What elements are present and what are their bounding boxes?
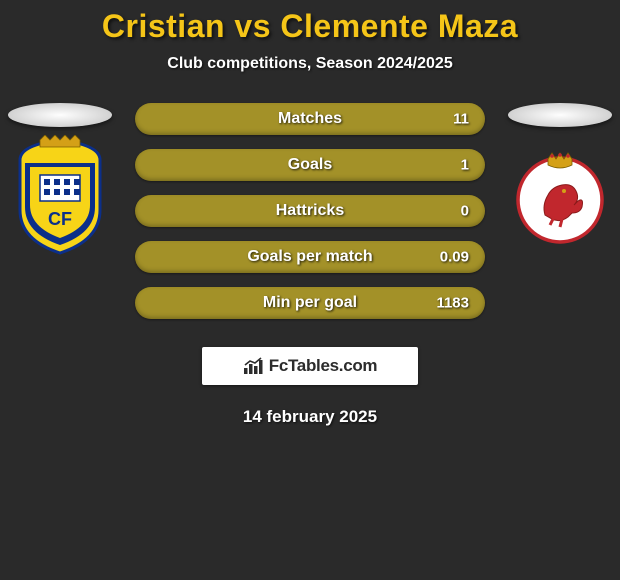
stat-value: 11: [453, 111, 469, 128]
stat-label: Goals per match: [247, 248, 372, 266]
left-team-crest: CF: [10, 145, 110, 245]
plate-shadow-left: [8, 103, 112, 127]
stat-bar-goals: Goals 1: [135, 149, 485, 181]
comparison-card: Cristian vs Clemente Maza Club competiti…: [0, 0, 620, 427]
stats-area: CF: [0, 103, 620, 323]
left-team: CF: [8, 103, 112, 245]
stat-bar-min-per-goal: Min per goal 1183: [135, 287, 485, 319]
date-label: 14 february 2025: [0, 407, 620, 427]
stat-label: Hattricks: [276, 202, 344, 220]
stat-bar-matches: Matches 11: [135, 103, 485, 135]
stat-bar-goals-per-match: Goals per match 0.09: [135, 241, 485, 273]
svg-text:CF: CF: [48, 209, 72, 229]
brand-text: FcTables.com: [269, 356, 378, 376]
stat-value: 0: [461, 203, 469, 220]
stat-bars: Matches 11 Goals 1 Hattricks 0 Goals per…: [135, 103, 485, 319]
plate-shadow-right: [508, 103, 612, 127]
stat-value: 1: [461, 157, 469, 174]
cadiz-crest-icon: CF: [10, 135, 110, 255]
page-title: Cristian vs Clemente Maza: [0, 8, 620, 45]
zaragoza-crest-icon: [510, 145, 610, 245]
stat-value: 1183: [436, 295, 469, 312]
right-team: [508, 103, 612, 245]
stat-label: Matches: [278, 110, 342, 128]
stat-label: Goals: [288, 156, 332, 174]
brand-badge[interactable]: FcTables.com: [202, 347, 418, 385]
right-team-crest: [510, 145, 610, 245]
chart-icon: [243, 357, 265, 375]
stat-value: 0.09: [440, 249, 469, 266]
stat-label: Min per goal: [263, 294, 357, 312]
stat-bar-hattricks: Hattricks 0: [135, 195, 485, 227]
subtitle: Club competitions, Season 2024/2025: [0, 55, 620, 73]
